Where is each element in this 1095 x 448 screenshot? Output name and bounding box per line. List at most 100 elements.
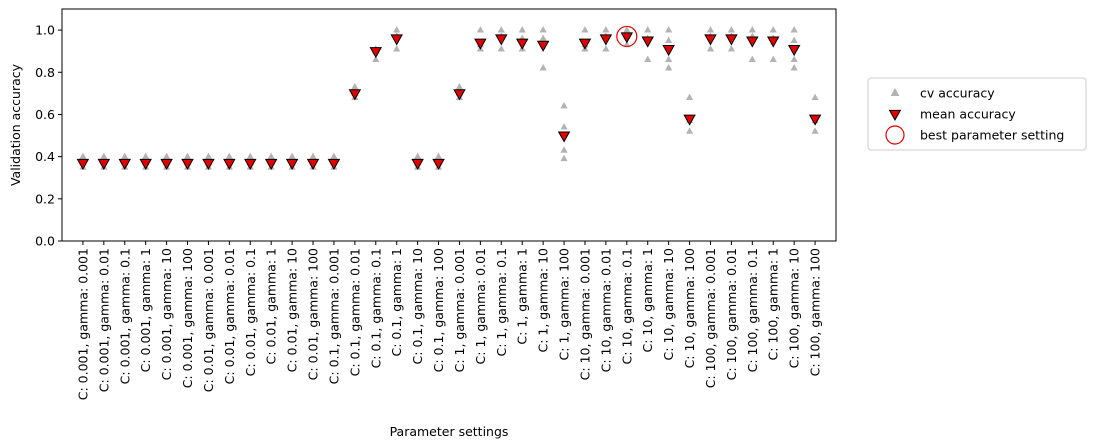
cv-point bbox=[581, 26, 589, 33]
x-tick-label: C: 0.1, gamma: 0.1 bbox=[368, 248, 383, 368]
mean-point bbox=[76, 158, 90, 170]
x-tick-label: C: 0.1, gamma: 0.01 bbox=[347, 248, 362, 376]
y-tick-label: 0.8 bbox=[35, 65, 55, 80]
cv-point bbox=[79, 152, 87, 160]
mean-point bbox=[683, 114, 696, 126]
y-tick-label: 0.4 bbox=[35, 149, 55, 164]
x-tick-label: C: 0.01, gamma: 1 bbox=[264, 248, 279, 364]
x-tick-label: C: 0.01, gamma: 100 bbox=[306, 248, 321, 380]
mean-point bbox=[704, 34, 717, 46]
x-tick-label: C: 10, gamma: 0.01 bbox=[598, 248, 613, 372]
mean-point bbox=[97, 158, 111, 170]
mean-point bbox=[139, 158, 152, 170]
x-tick-label: C: 0.001, gamma: 0.01 bbox=[96, 248, 111, 392]
mean-point bbox=[160, 158, 173, 170]
mean-point bbox=[327, 158, 341, 170]
legend-label: best parameter setting bbox=[920, 128, 1064, 143]
y-axis-label: Validation accuracy bbox=[8, 63, 23, 186]
cv-point bbox=[267, 152, 275, 160]
mean-point bbox=[766, 36, 780, 48]
x-tick-label: C: 0.001, gamma: 10 bbox=[159, 248, 174, 380]
cv-point bbox=[685, 93, 694, 100]
x-tick-label: C: 10, gamma: 0.001 bbox=[577, 248, 592, 380]
cv-point bbox=[727, 45, 736, 52]
x-tick-label: C: 100, gamma: 0.001 bbox=[703, 248, 718, 388]
x-tick-label: C: 100, gamma: 0.01 bbox=[724, 248, 739, 380]
cv-point bbox=[121, 152, 129, 160]
x-tick-label: C: 0.001, gamma: 1 bbox=[138, 248, 153, 372]
mean-point bbox=[536, 40, 550, 52]
x-tick-label: C: 0.001, gamma: 0.001 bbox=[75, 248, 90, 400]
cv-point bbox=[225, 152, 233, 160]
cv-point bbox=[476, 26, 484, 33]
x-tick-label: C: 0.001, gamma: 0.1 bbox=[117, 248, 132, 384]
mean-point bbox=[390, 34, 403, 46]
x-tick-label: C: 0.1, gamma: 0.001 bbox=[326, 248, 341, 384]
legend-label: mean accuracy bbox=[920, 107, 1016, 122]
cv-point bbox=[748, 55, 756, 63]
x-tick-label: C: 0.001, gamma: 100 bbox=[180, 248, 195, 388]
cv-point bbox=[393, 45, 401, 52]
cv-point bbox=[644, 26, 652, 33]
mean-point bbox=[181, 158, 194, 170]
cv-point bbox=[623, 40, 631, 48]
mean-point bbox=[285, 158, 299, 170]
cv-point bbox=[393, 26, 401, 33]
cv-point bbox=[288, 152, 296, 160]
x-tick-label: C: 10, gamma: 10 bbox=[661, 248, 676, 361]
cv-point bbox=[518, 26, 526, 33]
cv-point bbox=[560, 154, 568, 162]
x-tick-label: C: 0.1, gamma: 10 bbox=[410, 248, 425, 364]
mean-point bbox=[453, 89, 466, 101]
cv-point bbox=[790, 64, 798, 71]
mean-point bbox=[348, 89, 362, 101]
cv-point bbox=[560, 146, 568, 153]
x-tick-label: C: 0.01, gamma: 0.01 bbox=[222, 248, 237, 384]
cv-point bbox=[665, 26, 673, 33]
cv-point bbox=[539, 34, 547, 41]
x-tick-label: C: 1, gamma: 10 bbox=[536, 248, 551, 353]
x-tick-label: C: 10, gamma: 100 bbox=[682, 248, 697, 368]
y-tick-label: 1.0 bbox=[35, 23, 55, 38]
cv-point bbox=[497, 45, 505, 52]
cv-point bbox=[142, 152, 150, 160]
best-point bbox=[885, 125, 905, 145]
x-tick-label: C: 100, gamma: 1 bbox=[766, 248, 781, 360]
x-tick-label: C: 100, gamma: 100 bbox=[808, 248, 823, 376]
plot-frame bbox=[61, 8, 837, 242]
mean-point bbox=[306, 158, 320, 170]
mean-point bbox=[432, 158, 445, 170]
cv-point bbox=[372, 55, 380, 63]
cv-point bbox=[539, 26, 547, 33]
cv-point bbox=[644, 55, 652, 63]
cv-point bbox=[204, 152, 213, 160]
x-tick-label: C: 1, gamma: 0.1 bbox=[494, 248, 509, 356]
mean-point bbox=[599, 34, 613, 46]
cv-point bbox=[706, 45, 715, 52]
y-tick-label: 0.6 bbox=[35, 107, 55, 122]
legend-label: cv accuracy bbox=[920, 86, 995, 101]
cv-point bbox=[351, 83, 359, 90]
cv-point bbox=[790, 36, 798, 44]
cv-point bbox=[539, 64, 547, 71]
cv-point bbox=[309, 152, 317, 160]
cv-point bbox=[685, 127, 694, 134]
x-axis-label: Parameter settings bbox=[390, 424, 509, 439]
cv-point bbox=[769, 26, 777, 33]
x-tick-label: C: 1, gamma: 0.01 bbox=[473, 248, 488, 364]
x-tick-label: C: 1, gamma: 1 bbox=[515, 248, 530, 345]
x-tick-label: C: 0.01, gamma: 0.001 bbox=[201, 248, 216, 392]
cv-point bbox=[183, 152, 192, 160]
x-tick-label: C: 0.01, gamma: 10 bbox=[285, 248, 300, 372]
cv-point bbox=[162, 152, 171, 160]
cv-point bbox=[727, 26, 736, 33]
mean-point bbox=[641, 36, 654, 48]
x-tick-label: C: 0.1, gamma: 1 bbox=[389, 248, 404, 356]
mean-point bbox=[620, 32, 634, 44]
mean-point bbox=[495, 34, 508, 46]
mean-point bbox=[244, 158, 257, 170]
x-tick-label: C: 100, gamma: 10 bbox=[787, 248, 802, 368]
cv-point bbox=[890, 88, 900, 96]
y-tick-label: 0.2 bbox=[35, 191, 55, 206]
